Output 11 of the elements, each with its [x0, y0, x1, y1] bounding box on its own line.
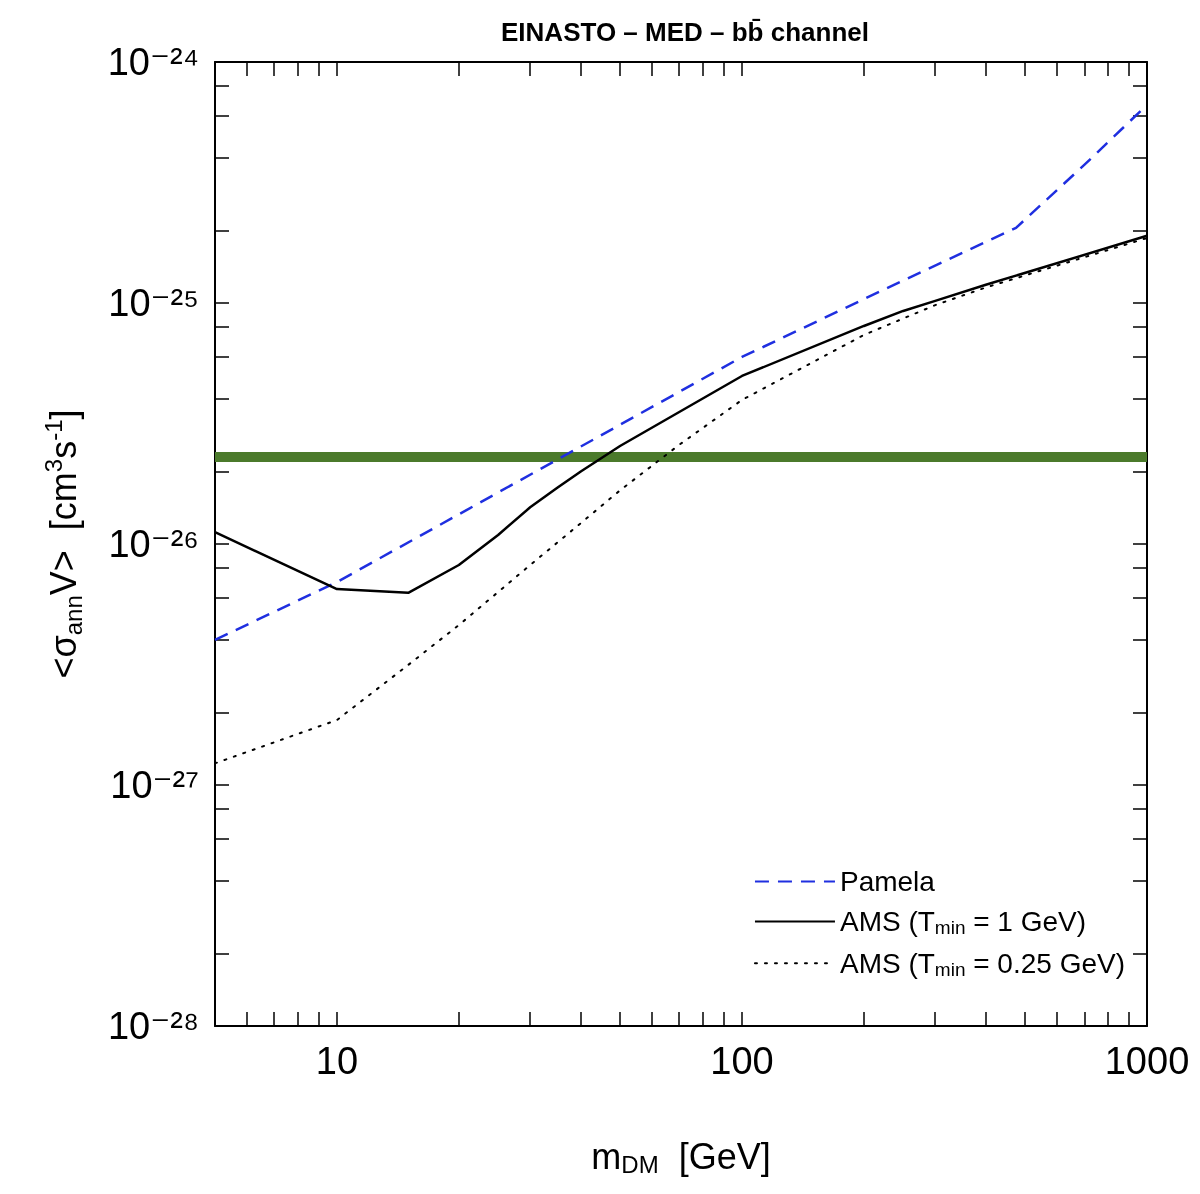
y-tick-label: 10⁻²⁶ — [108, 523, 199, 565]
y-tick-label: 10⁻²⁵ — [108, 282, 199, 324]
x-tick-label: 100 — [710, 1040, 774, 1082]
y-tick-label: 10⁻²⁴ — [107, 41, 199, 83]
x-tick-label: 1000 — [1104, 1040, 1190, 1082]
x-tick-label: 10 — [315, 1040, 359, 1082]
y-axis-title: <σannV> [cm3s-1] — [39, 409, 87, 679]
y-tick-label: 10⁻²⁸ — [107, 1005, 199, 1047]
y-tick-label: 10⁻²⁷ — [110, 764, 199, 806]
legend-label: Pamela — [839, 865, 936, 897]
chart-title: EINASTO – MED – bb̄ channel — [501, 17, 869, 47]
